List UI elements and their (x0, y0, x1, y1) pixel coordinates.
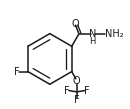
Text: F: F (84, 86, 90, 96)
Text: F: F (64, 86, 69, 96)
Text: F: F (74, 95, 80, 105)
Text: F: F (14, 67, 20, 77)
Text: N: N (89, 29, 96, 39)
Text: NH₂: NH₂ (105, 29, 124, 39)
Text: H: H (89, 37, 96, 46)
Text: O: O (72, 19, 79, 29)
Text: O: O (73, 76, 81, 86)
